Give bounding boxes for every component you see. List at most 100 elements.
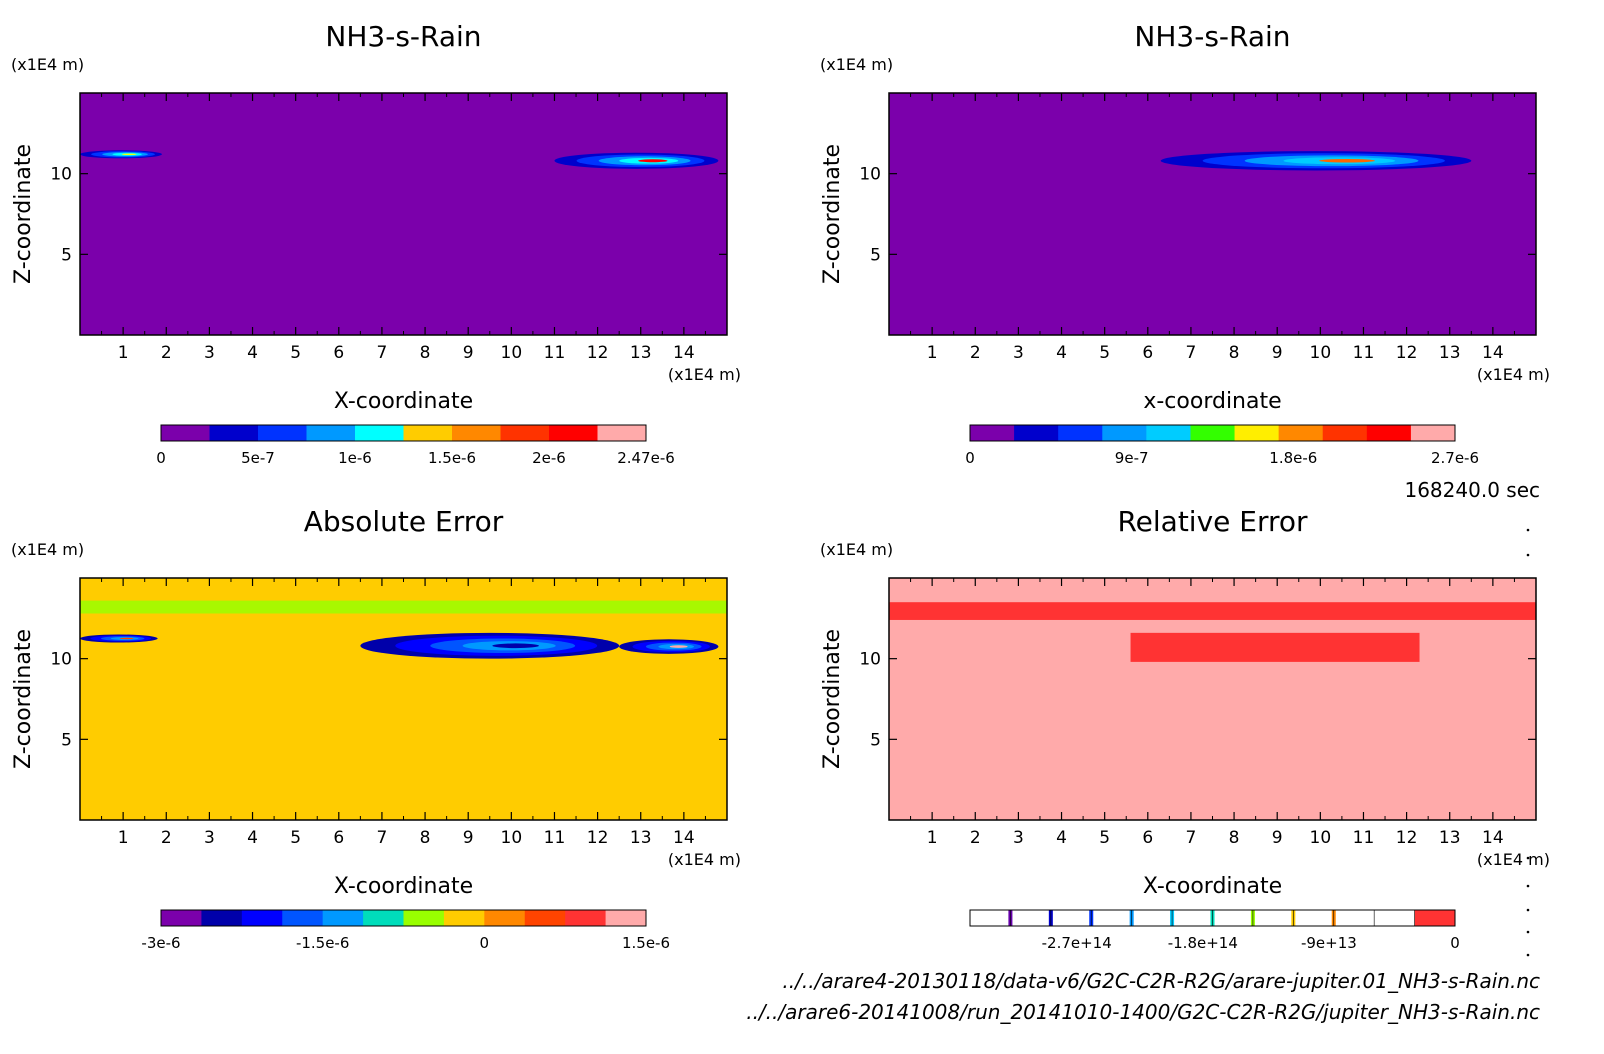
colorbar-segment (363, 910, 404, 926)
colorbar-label: 0 (965, 449, 975, 467)
y-tick-label: 5 (870, 730, 881, 750)
colorbar-segment (1146, 425, 1191, 441)
y-unit-label: (x1E4 m) (820, 540, 893, 559)
x-tick-label: 3 (204, 828, 215, 848)
dot (1526, 528, 1530, 532)
chart-title: Relative Error (1117, 505, 1308, 538)
plot-background (80, 578, 727, 820)
colorbar-segment (565, 910, 607, 926)
colorbar-segment (524, 910, 566, 926)
colorbar-segment (1333, 910, 1375, 926)
y-tick-label: 5 (870, 245, 881, 265)
x-tick-label: 8 (420, 828, 431, 848)
contour-level (1130, 632, 1420, 662)
x-tick-label: 6 (333, 828, 344, 848)
colorbar-label: -1.8e+14 (1168, 934, 1238, 952)
colorbar-segment (403, 910, 445, 926)
chart-title: NH3-s-Rain (325, 20, 481, 53)
colorbar-segment (484, 910, 526, 926)
x-tick-label: 8 (420, 343, 431, 363)
dot (1526, 553, 1530, 557)
x-tick-label: 1 (118, 343, 129, 363)
colorbar-segment (1050, 910, 1092, 926)
colorbar-segment (1366, 425, 1412, 441)
x-tick-label: 12 (1396, 343, 1418, 363)
x-unit-label: (x1E4 m) (668, 365, 741, 384)
colorbar-segment (1374, 910, 1416, 926)
x-tick-label: 5 (1099, 343, 1110, 363)
x-tick-label: 9 (1272, 828, 1283, 848)
colorbar-segment (1252, 910, 1294, 926)
colorbar-segment (1014, 425, 1059, 441)
x-tick-label: 2 (970, 828, 981, 848)
x-axis-label: x-coordinate (1143, 389, 1281, 414)
colorbar-segment (1058, 425, 1103, 441)
y-unit-label: (x1E4 m) (820, 55, 893, 74)
colorbar-segment (1293, 910, 1335, 926)
y-unit-label: (x1E4 m) (11, 540, 84, 559)
x-tick-label: 10 (1310, 343, 1332, 363)
colorbar-segment (605, 910, 647, 926)
x-tick-label: 4 (247, 343, 258, 363)
x-tick-label: 5 (290, 343, 301, 363)
x-tick-label: 14 (673, 828, 695, 848)
colorbar-label: 1.8e-6 (1269, 449, 1317, 467)
dot (1526, 856, 1530, 860)
contour-level (669, 645, 688, 648)
contour-feature-2 (80, 634, 158, 643)
x-tick-label: 11 (1353, 828, 1375, 848)
x-tick-label: 13 (1439, 343, 1461, 363)
x-tick-label: 12 (587, 828, 609, 848)
x-tick-label: 9 (463, 828, 474, 848)
colorbar-segment (1172, 910, 1213, 926)
colorbar-label: 1.5e-6 (622, 934, 670, 952)
contour-level (119, 637, 134, 640)
x-tick-label: 11 (1353, 343, 1375, 363)
colorbar-label: 0 (156, 449, 166, 467)
chart-panel-3: Absolute Error(x1E4 m)1 2 3 4 5 6 7 8 9 10 11 12 13 1… (11, 505, 741, 952)
colorbar-segment (282, 910, 324, 926)
y-axis-label: Z-coordinate (820, 144, 845, 284)
y-tick-label: 5 (61, 730, 72, 750)
y-axis-label: Z-coordinate (820, 629, 845, 769)
colorbar-segment (1010, 910, 1052, 926)
chart-panel-2: NH3-s-Rain(x1E4 m)1 2 3 4 5 6 7 8 9 10 11 12 13 14510… (820, 20, 1550, 467)
colorbar-label: -2.7e+14 (1042, 934, 1112, 952)
chart-panel-1: NH3-s-Rain(x1E4 m)1 2 3 4 5 6 7 8 9 10 11 12 13 14510… (11, 20, 741, 467)
plot-background (889, 93, 1536, 335)
x-tick-label: 10 (501, 828, 523, 848)
x-tick-label: 6 (333, 343, 344, 363)
dot (1526, 884, 1530, 888)
file-path-2: ../../arare6-20141008/run_20141010-1400/… (746, 1000, 1540, 1024)
contour-feature-1 (1160, 151, 1472, 171)
colorbar: 0 5e-7 1e-6 1.5e-6 2e-6 2.47e-6 (156, 424, 675, 467)
colorbar-segment (161, 425, 210, 441)
colorbar-segment (1212, 910, 1254, 926)
x-tick-label: 7 (377, 828, 388, 848)
colorbar-segment (403, 425, 453, 441)
x-tick-label: 14 (1482, 343, 1504, 363)
x-tick-label: 14 (673, 343, 695, 363)
x-tick-label: 7 (377, 343, 388, 363)
x-tick-label: 5 (1099, 828, 1110, 848)
x-tick-label: 3 (1013, 828, 1024, 848)
contour-feature-1 (360, 632, 620, 659)
x-unit-label: (x1E4 m) (1477, 850, 1550, 869)
colorbar-segment (549, 425, 598, 441)
colorbar-segment (1102, 425, 1147, 441)
contour-level (492, 643, 539, 649)
edge-dots (1526, 528, 1530, 957)
colorbar-segment (1190, 425, 1236, 441)
x-tick-label: 9 (463, 343, 474, 363)
contour-level (889, 602, 1536, 620)
colorbar-label: 1e-6 (338, 449, 372, 467)
colorbar-segment (355, 425, 404, 441)
x-tick-label: 6 (1142, 343, 1153, 363)
colorbar-segment (1414, 910, 1456, 926)
x-tick-label: 2 (161, 343, 172, 363)
plot-background (80, 93, 727, 335)
dot (1526, 908, 1530, 912)
colorbar-label: -1.5e-6 (296, 934, 349, 952)
x-axis-label: X-coordinate (334, 874, 473, 899)
colorbar-segment (1278, 425, 1324, 441)
